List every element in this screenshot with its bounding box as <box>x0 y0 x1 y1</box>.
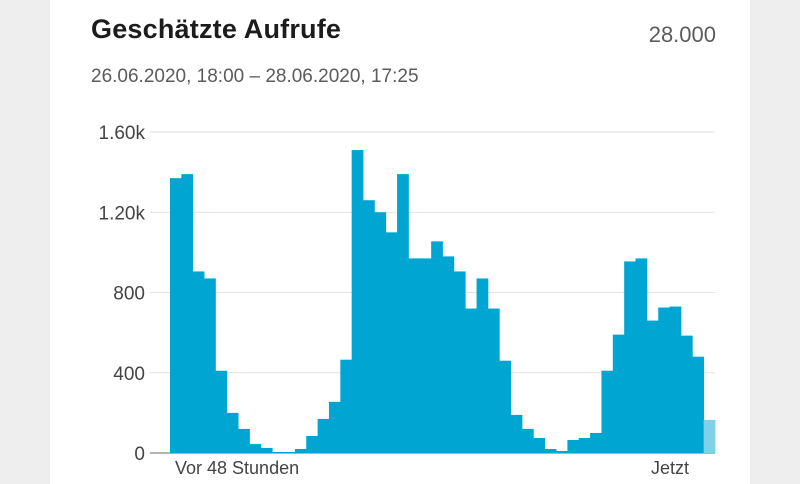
y-tick-label: 0 <box>134 444 145 465</box>
bar[interactable] <box>397 174 409 453</box>
bar[interactable] <box>487 308 500 453</box>
bar[interactable] <box>419 258 432 453</box>
bar[interactable] <box>590 432 602 453</box>
bar[interactable] <box>283 451 296 453</box>
bar[interactable] <box>601 370 614 453</box>
bar[interactable] <box>204 278 216 453</box>
bar[interactable] <box>453 271 466 453</box>
bar[interactable] <box>294 448 307 453</box>
bar[interactable] <box>680 335 693 453</box>
bar[interactable] <box>578 437 591 453</box>
bar[interactable] <box>556 450 568 453</box>
bar[interactable] <box>658 307 670 453</box>
bar[interactable] <box>692 356 705 453</box>
bars <box>170 150 716 454</box>
y-tick-label: 400 <box>113 364 145 385</box>
bar[interactable] <box>170 178 182 454</box>
bar[interactable] <box>363 200 375 453</box>
y-axis-labels: 0 400 800 1.20k 1.60k <box>99 123 146 465</box>
date-range: 26.06.2020, 18:00 – 28.06.2020, 17:25 <box>91 66 419 87</box>
card-title: Geschätzte Aufrufe <box>91 14 342 44</box>
bar[interactable] <box>385 232 398 453</box>
bar[interactable] <box>612 334 625 453</box>
bar[interactable] <box>272 451 284 453</box>
bar[interactable] <box>181 174 194 453</box>
bar[interactable] <box>646 320 659 453</box>
bar[interactable] <box>351 150 364 453</box>
bar[interactable] <box>442 256 455 453</box>
y-tick-label: 800 <box>113 284 145 305</box>
bar[interactable] <box>328 401 341 453</box>
bar[interactable] <box>215 370 228 453</box>
y-tick-label: 1.20k <box>99 203 146 224</box>
bar[interactable] <box>465 308 477 453</box>
bar[interactable] <box>260 447 273 453</box>
bar[interactable] <box>374 212 387 453</box>
bar[interactable] <box>340 359 353 453</box>
bar[interactable] <box>635 258 648 453</box>
y-tick-label: 1.60k <box>99 123 146 144</box>
bar[interactable] <box>476 278 489 453</box>
bar[interactable] <box>567 439 580 453</box>
x-label-start: Vor 48 Stunden <box>175 458 299 478</box>
bar[interactable] <box>192 271 205 453</box>
bar[interactable] <box>544 448 557 453</box>
bar[interactable] <box>249 443 262 453</box>
bar[interactable] <box>669 306 682 453</box>
bar[interactable] <box>408 258 421 453</box>
bar[interactable] <box>226 412 239 453</box>
total-views: 28.000 <box>648 22 716 47</box>
bar[interactable] <box>499 360 512 453</box>
bar[interactable] <box>306 435 319 453</box>
x-label-end: Jetzt <box>651 458 689 478</box>
x-axis-labels: Vor 48 Stunden Jetzt <box>175 458 689 478</box>
bar[interactable] <box>521 428 534 453</box>
bar[interactable] <box>510 414 523 453</box>
bar-current-hour[interactable] <box>703 419 716 453</box>
bar[interactable] <box>238 428 250 453</box>
bar[interactable] <box>431 241 443 453</box>
bar[interactable] <box>317 418 330 453</box>
bar[interactable] <box>624 261 636 453</box>
bar[interactable] <box>533 437 546 453</box>
